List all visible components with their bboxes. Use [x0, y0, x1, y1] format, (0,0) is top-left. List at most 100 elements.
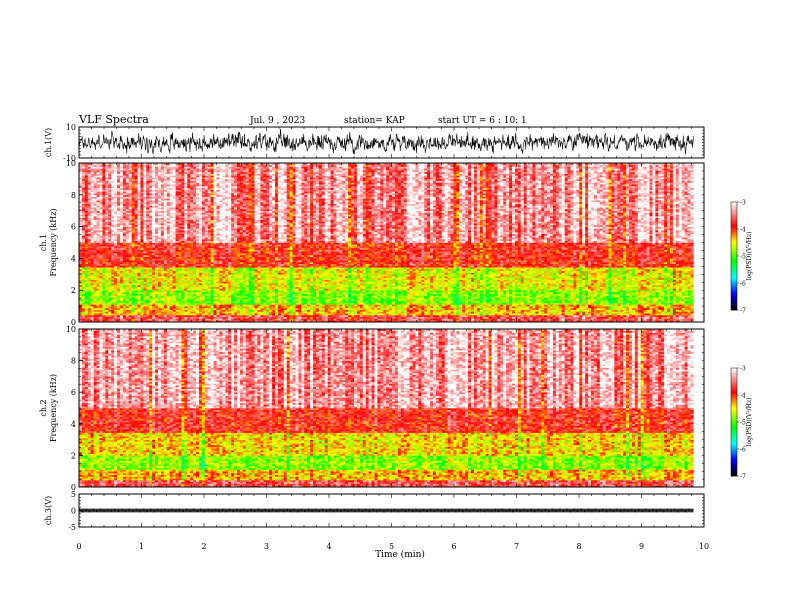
spectrogram-cell [240, 308, 243, 310]
spectrogram-cell [427, 313, 430, 315]
spectrogram-cell [316, 301, 319, 303]
spectrogram-cell [249, 299, 252, 301]
spectrogram-cell [456, 311, 459, 313]
spectrogram-cell [427, 317, 430, 319]
spectrogram-cell [448, 303, 451, 305]
spectrogram-cell [658, 318, 661, 320]
spectrogram-cell [132, 310, 135, 312]
spectrogram-cell [667, 303, 670, 305]
spectrogram-cell [418, 304, 421, 306]
spectrogram-cell [322, 315, 325, 317]
spectrogram-cell [167, 310, 170, 312]
spectrogram-cell [138, 311, 141, 313]
spectrogram-cell [524, 304, 527, 306]
spectrogram-cell [164, 294, 167, 296]
spectrogram-cell [690, 299, 693, 301]
spectrogram-cell [278, 313, 281, 315]
spectrogram-cell [310, 306, 313, 308]
spectrogram-cell [418, 317, 421, 319]
spectrogram-cell [448, 315, 451, 317]
spectrogram-cell [679, 313, 682, 315]
spectrogram-cell [503, 294, 506, 296]
spectrogram-cell [237, 313, 240, 315]
spectrogram-cell [544, 301, 547, 303]
spectrogram-cell [269, 294, 272, 296]
spectrogram-cell [339, 294, 342, 296]
spectrogram-cell [685, 308, 688, 310]
spectrogram-cell [644, 296, 647, 298]
spectrogram-cell [196, 303, 199, 305]
spectrogram-cell [439, 294, 442, 296]
spectrogram-cell [568, 296, 571, 298]
spectrogram-cell [433, 301, 436, 303]
spectrogram-cell [676, 296, 679, 298]
spectrogram-cell [146, 297, 149, 299]
spectrogram-cell [307, 294, 310, 296]
spectrogram-cell [410, 308, 413, 310]
spectrogram-cell [252, 299, 255, 301]
spectrogram-cell [155, 304, 158, 306]
spectrogram-cell [82, 317, 85, 319]
spectrogram-cell [222, 318, 225, 320]
spectrogram-cell [143, 301, 146, 303]
spectrogram-cell [304, 308, 307, 310]
spectrogram-cell [173, 304, 176, 306]
spectrogram-cell [222, 310, 225, 312]
spectrogram-cell [688, 301, 691, 303]
spectrogram-cell [603, 317, 606, 319]
spectrogram-cell [644, 297, 647, 299]
spectrogram-cell [530, 304, 533, 306]
spectrogram-cell [597, 301, 600, 303]
spectrogram-cell [146, 318, 149, 320]
spectrogram-cell [129, 313, 132, 315]
spectrogram-cell [126, 317, 129, 319]
spectrogram-cell [202, 308, 205, 310]
spectrogram-cell [617, 315, 620, 317]
spectrogram-cell [632, 317, 635, 319]
spectrogram-cell [357, 315, 360, 317]
spectrogram-cell [494, 297, 497, 299]
spectrogram-cell [538, 303, 541, 305]
spectrogram-cell [401, 318, 404, 320]
spectrogram-cell [310, 299, 313, 301]
spectrogram-cell [132, 311, 135, 313]
spectrogram-cell [158, 318, 161, 320]
spectrogram-cell [401, 294, 404, 296]
spectrogram-cell [298, 306, 301, 308]
spectrogram-cell [413, 311, 416, 313]
spectrogram-cell [158, 317, 161, 319]
spectrogram-cell [348, 301, 351, 303]
spectrogram-cell [421, 306, 424, 308]
spectrogram-cell [483, 296, 486, 298]
spectrogram-cell [135, 317, 138, 319]
spectrogram-cell [111, 294, 114, 296]
spectrogram-cell [629, 303, 632, 305]
spectrogram-cell [123, 318, 126, 320]
spectrogram-cell [257, 313, 260, 315]
spectrogram-cell [304, 294, 307, 296]
spectrogram-cell [442, 301, 445, 303]
spectrogram-cell [126, 294, 129, 296]
spectrogram-cell [205, 296, 208, 298]
spectrogram-cell [339, 311, 342, 313]
spectrogram-cell [357, 294, 360, 296]
spectrogram-cell [474, 297, 477, 299]
spectrogram-cell [532, 306, 535, 308]
spectrogram-cell [140, 304, 143, 306]
spectrogram-cell [489, 296, 492, 298]
spectrogram-cell [164, 308, 167, 310]
spectrogram-cell [483, 318, 486, 320]
spectrogram-cell [178, 299, 181, 301]
spectrogram-cell [187, 296, 190, 298]
spectrogram-cell [617, 310, 620, 312]
spectrogram-cell [383, 299, 386, 301]
spectrogram-cell [380, 296, 383, 298]
spectrogram-cell [360, 301, 363, 303]
spectrogram-cell [579, 299, 582, 301]
spectrogram-cell [509, 317, 512, 319]
spectrogram-cell [658, 311, 661, 313]
spectrogram-cell [433, 317, 436, 319]
spectrogram-cell [225, 304, 228, 306]
spectrogram-cell [366, 308, 369, 310]
spectrogram-cell [635, 306, 638, 308]
